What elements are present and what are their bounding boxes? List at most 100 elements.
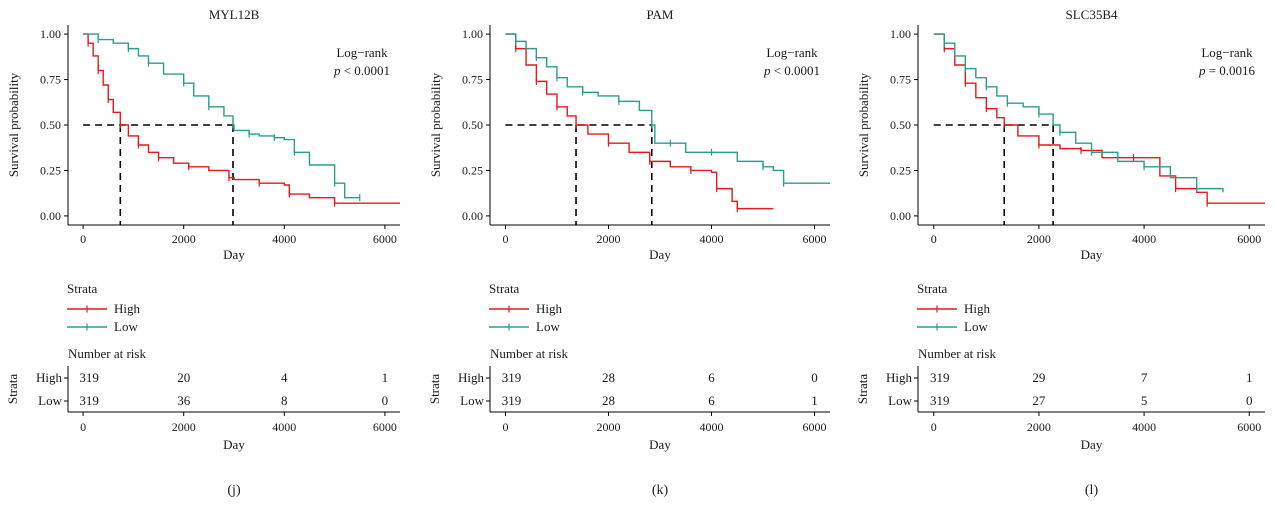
- risk-x-tick-label: 6000: [803, 420, 827, 434]
- risk-count: 1: [1246, 370, 1253, 385]
- x-tick-label: 2000: [1027, 232, 1051, 246]
- legend-title: Strata: [489, 281, 520, 296]
- risk-count: 0: [811, 370, 818, 385]
- legend-label-high: High: [536, 301, 563, 316]
- y-tick-label: 0.00: [40, 209, 61, 223]
- risk-count: 6: [708, 393, 715, 408]
- survival-curve-low: [505, 33, 830, 184]
- risk-count: 0: [1246, 393, 1253, 408]
- risk-count: 0: [382, 393, 389, 408]
- logrank-label: Log−rank: [766, 45, 818, 60]
- x-tick-label: 6000: [1237, 232, 1261, 246]
- x-axis-label: Day: [649, 247, 671, 262]
- risk-row-label-high: High: [458, 370, 485, 385]
- risk-strata-label: Strata: [855, 374, 870, 405]
- legend-title: Strata: [917, 281, 948, 296]
- risk-count: 319: [502, 393, 522, 408]
- y-tick-label: 0.50: [40, 118, 61, 132]
- risk-x-tick-label: 0: [80, 420, 86, 434]
- risk-count: 4: [281, 370, 288, 385]
- x-axis-label: Day: [223, 247, 245, 262]
- risk-x-tick-label: 4000: [272, 420, 296, 434]
- risk-x-axis-label: Day: [1081, 437, 1103, 452]
- risk-count: 319: [502, 370, 522, 385]
- risk-row-label-low: Low: [460, 393, 484, 408]
- risk-x-tick-label: 4000: [700, 420, 724, 434]
- pvalue-text: < 0.0001: [770, 63, 820, 78]
- x-tick-label: 0: [502, 232, 508, 246]
- risk-count: 36: [177, 393, 191, 408]
- legend-label-low: Low: [964, 319, 988, 334]
- panel-l: SLC35B4 0.00 0.25 0.50 0.75 1.00 0 2000 4000 6000…: [855, 7, 1265, 498]
- panel-label: (j): [227, 483, 241, 498]
- risk-x-tick-label: 6000: [1237, 420, 1261, 434]
- x-tick-label: 6000: [373, 232, 397, 246]
- risk-table-title: Number at risk: [68, 346, 146, 361]
- x-tick-label: 4000: [272, 232, 296, 246]
- risk-x-tick-label: 6000: [373, 420, 397, 434]
- legend-label-low: Low: [536, 319, 560, 334]
- x-tick-label: 4000: [700, 232, 724, 246]
- y-axis-label: Survival probability: [856, 72, 871, 177]
- risk-count: 319: [79, 393, 99, 408]
- risk-x-tick-label: 2000: [596, 420, 620, 434]
- risk-x-axis-label: Day: [223, 437, 245, 452]
- y-tick-label: 0.00: [462, 209, 483, 223]
- risk-x-tick-label: 0: [931, 420, 937, 434]
- risk-count: 28: [602, 370, 615, 385]
- x-tick-label: 2000: [172, 232, 196, 246]
- pvalue-symbol: p: [333, 63, 341, 78]
- x-tick-label: 0: [931, 232, 937, 246]
- risk-count: 6: [708, 370, 715, 385]
- legend-title: Strata: [67, 281, 98, 296]
- y-tick-label: 0.00: [890, 209, 911, 223]
- x-tick-label: 2000: [596, 232, 620, 246]
- risk-strata-label: Strata: [5, 374, 20, 405]
- survival-curve-low: [933, 33, 1224, 193]
- chart-title: SLC35B4: [1065, 7, 1118, 22]
- y-tick-label: 0.50: [890, 118, 911, 132]
- risk-x-tick-label: 0: [502, 420, 508, 434]
- risk-x-tick-label: 2000: [1027, 420, 1051, 434]
- risk-count: 5: [1141, 393, 1148, 408]
- legend-label-high: High: [964, 301, 991, 316]
- risk-count: 319: [79, 370, 99, 385]
- survival-curve-low: [83, 33, 360, 199]
- risk-row-label-low: Low: [38, 393, 62, 408]
- risk-row-label-high: High: [36, 370, 63, 385]
- risk-count: 7: [1141, 370, 1148, 385]
- risk-table-title: Number at risk: [490, 346, 568, 361]
- legend-label-high: High: [114, 301, 141, 316]
- legend-label-low: Low: [114, 319, 138, 334]
- risk-count: 1: [811, 393, 818, 408]
- panel-label: (l): [1085, 483, 1099, 498]
- risk-table-title: Number at risk: [918, 346, 996, 361]
- risk-count: 1: [382, 370, 389, 385]
- survival-curve-high: [933, 33, 1265, 204]
- pvalue-label: p < 0.0001: [333, 63, 390, 78]
- risk-count: 27: [1032, 393, 1046, 408]
- risk-count: 319: [930, 370, 950, 385]
- risk-count: 8: [281, 393, 288, 408]
- y-tick-label: 0.75: [40, 73, 61, 87]
- risk-x-tick-label: 2000: [172, 420, 196, 434]
- y-tick-label: 0.25: [40, 163, 61, 177]
- survival-curve-high: [505, 33, 774, 210]
- y-tick-label: 0.25: [890, 163, 911, 177]
- y-tick-label: 1.00: [462, 27, 483, 41]
- x-tick-label: 0: [80, 232, 86, 246]
- x-axis-label: Day: [1081, 247, 1103, 262]
- pvalue-label: p = 0.0016: [1198, 63, 1256, 78]
- y-tick-label: 1.00: [890, 27, 911, 41]
- x-tick-label: 6000: [803, 232, 827, 246]
- y-tick-label: 0.75: [890, 73, 911, 87]
- risk-count: 28: [602, 393, 615, 408]
- pvalue-symbol: p: [1198, 63, 1206, 78]
- panel-k: PAM 0.00 0.25 0.50 0.75 1.00 0 2000 4000 6000 Day S…: [427, 7, 830, 498]
- x-tick-label: 4000: [1132, 232, 1156, 246]
- risk-x-axis-label: Day: [649, 437, 671, 452]
- risk-row-label-high: High: [886, 370, 913, 385]
- pvalue-text: < 0.0001: [340, 63, 390, 78]
